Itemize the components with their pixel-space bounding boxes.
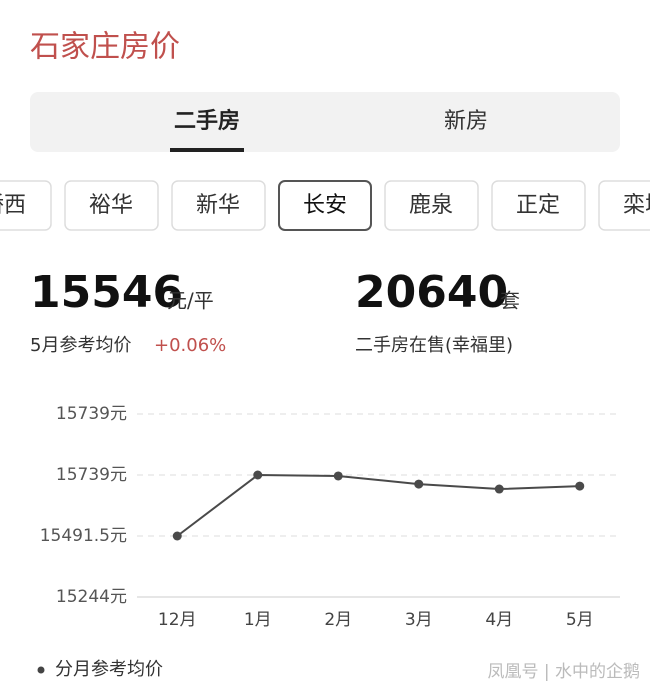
x-tick-label: 3月 bbox=[405, 610, 433, 630]
district-chip[interactable] bbox=[384, 180, 479, 231]
y-tick-label: 15739元 bbox=[56, 465, 127, 485]
district-label[interactable]: 栾城 bbox=[623, 193, 650, 218]
tab[interactable]: 二手房 bbox=[174, 108, 240, 134]
district-chip[interactable] bbox=[0, 180, 52, 231]
series-line bbox=[176, 473, 580, 537]
district-label[interactable]: 长安 bbox=[303, 193, 347, 218]
y-tick-label: 15491.5元 bbox=[40, 526, 127, 546]
watermark: 凤凰号 | 水中的企鹅 bbox=[487, 662, 640, 682]
x-tick-label: 1月 bbox=[244, 610, 272, 630]
line-chart: 15244元 15491.5元 15739元 15739元 12月 1月 2月 3月 4月 5月 bbox=[40, 404, 620, 630]
district-label[interactable]: 新华 bbox=[196, 193, 240, 218]
x-tick-label: 2月 bbox=[324, 610, 352, 630]
legend-label: 分月参考均价 bbox=[55, 659, 163, 680]
x-tick-label: 12月 bbox=[158, 610, 197, 630]
y-tick-label: 15244元 bbox=[56, 587, 127, 607]
tab-underline bbox=[170, 148, 244, 152]
district-label[interactable]: 裕华 bbox=[89, 193, 133, 218]
price-value: 15546 bbox=[30, 267, 183, 318]
district-label[interactable]: 鹿泉 bbox=[409, 193, 453, 218]
x-tick-label: 5月 bbox=[566, 610, 594, 630]
data-point bbox=[414, 479, 424, 489]
district-chip[interactable] bbox=[171, 180, 266, 231]
data-point bbox=[253, 470, 263, 480]
legend-dot bbox=[37, 666, 45, 674]
page-title: 石家庄房价 bbox=[30, 30, 180, 65]
data-point bbox=[172, 531, 182, 541]
y-tick-label: 15739元 bbox=[56, 404, 127, 424]
listing-value: 20640 bbox=[355, 267, 508, 318]
tab-bar bbox=[30, 92, 620, 152]
listing-unit: 套 bbox=[500, 289, 520, 313]
data-point bbox=[575, 481, 585, 491]
district-chip[interactable] bbox=[491, 180, 586, 231]
district-label[interactable]: 桥西 bbox=[0, 193, 26, 218]
x-tick-label: 4月 bbox=[485, 610, 513, 630]
listing-label: 二手房在售(幸福里) bbox=[355, 335, 513, 356]
price-label: 5月参考均价 bbox=[30, 335, 131, 356]
price-unit: 元/平 bbox=[167, 289, 214, 313]
district-chip-selected[interactable] bbox=[278, 180, 372, 231]
data-point bbox=[494, 484, 504, 494]
tab[interactable]: 新房 bbox=[444, 109, 488, 134]
data-point bbox=[333, 471, 343, 481]
district-chip[interactable] bbox=[64, 180, 159, 231]
district-label[interactable]: 正定 bbox=[516, 193, 560, 218]
district-chip[interactable] bbox=[598, 180, 650, 231]
price-change: +0.06% bbox=[154, 335, 226, 356]
